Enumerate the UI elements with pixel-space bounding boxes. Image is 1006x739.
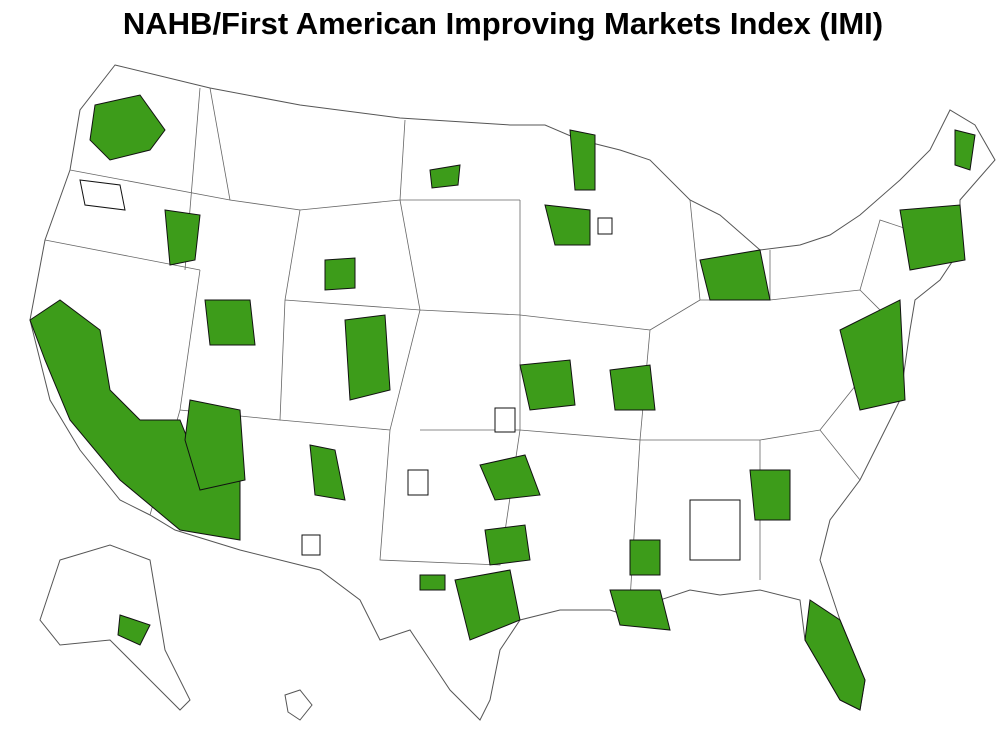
market-area [429, 164, 461, 189]
market-area [804, 599, 866, 711]
map-title: NAHB/First American Improving Markets In… [122, 6, 884, 41]
hawaii [284, 689, 313, 721]
market-outline [597, 217, 613, 235]
market-area [609, 364, 656, 411]
market-area [419, 574, 446, 591]
market-area [184, 399, 246, 491]
us-outline [29, 64, 996, 721]
imi-markets [29, 94, 976, 711]
market-area [324, 257, 356, 291]
market-outline [689, 499, 741, 561]
market-area [309, 444, 346, 501]
market-outline [407, 469, 429, 496]
market-area [484, 524, 531, 566]
non-imi-markets [79, 179, 741, 561]
market-area [479, 454, 541, 501]
market-area [699, 249, 771, 301]
market-area [344, 314, 391, 401]
market-area [629, 539, 661, 576]
market-area [519, 359, 576, 411]
market-outline [79, 179, 126, 211]
market-outline [494, 407, 516, 433]
market-area [954, 129, 976, 171]
market-area [89, 94, 166, 161]
market-area [839, 299, 906, 411]
market-area [454, 569, 521, 641]
market-area [204, 299, 256, 346]
market-area [569, 129, 596, 191]
market-area [609, 589, 671, 631]
alaska [39, 544, 191, 711]
market-area [117, 614, 151, 646]
market-area [544, 204, 591, 246]
market-area [164, 209, 201, 266]
market-area [749, 469, 791, 521]
market-outline [301, 534, 321, 556]
market-area [899, 204, 966, 271]
